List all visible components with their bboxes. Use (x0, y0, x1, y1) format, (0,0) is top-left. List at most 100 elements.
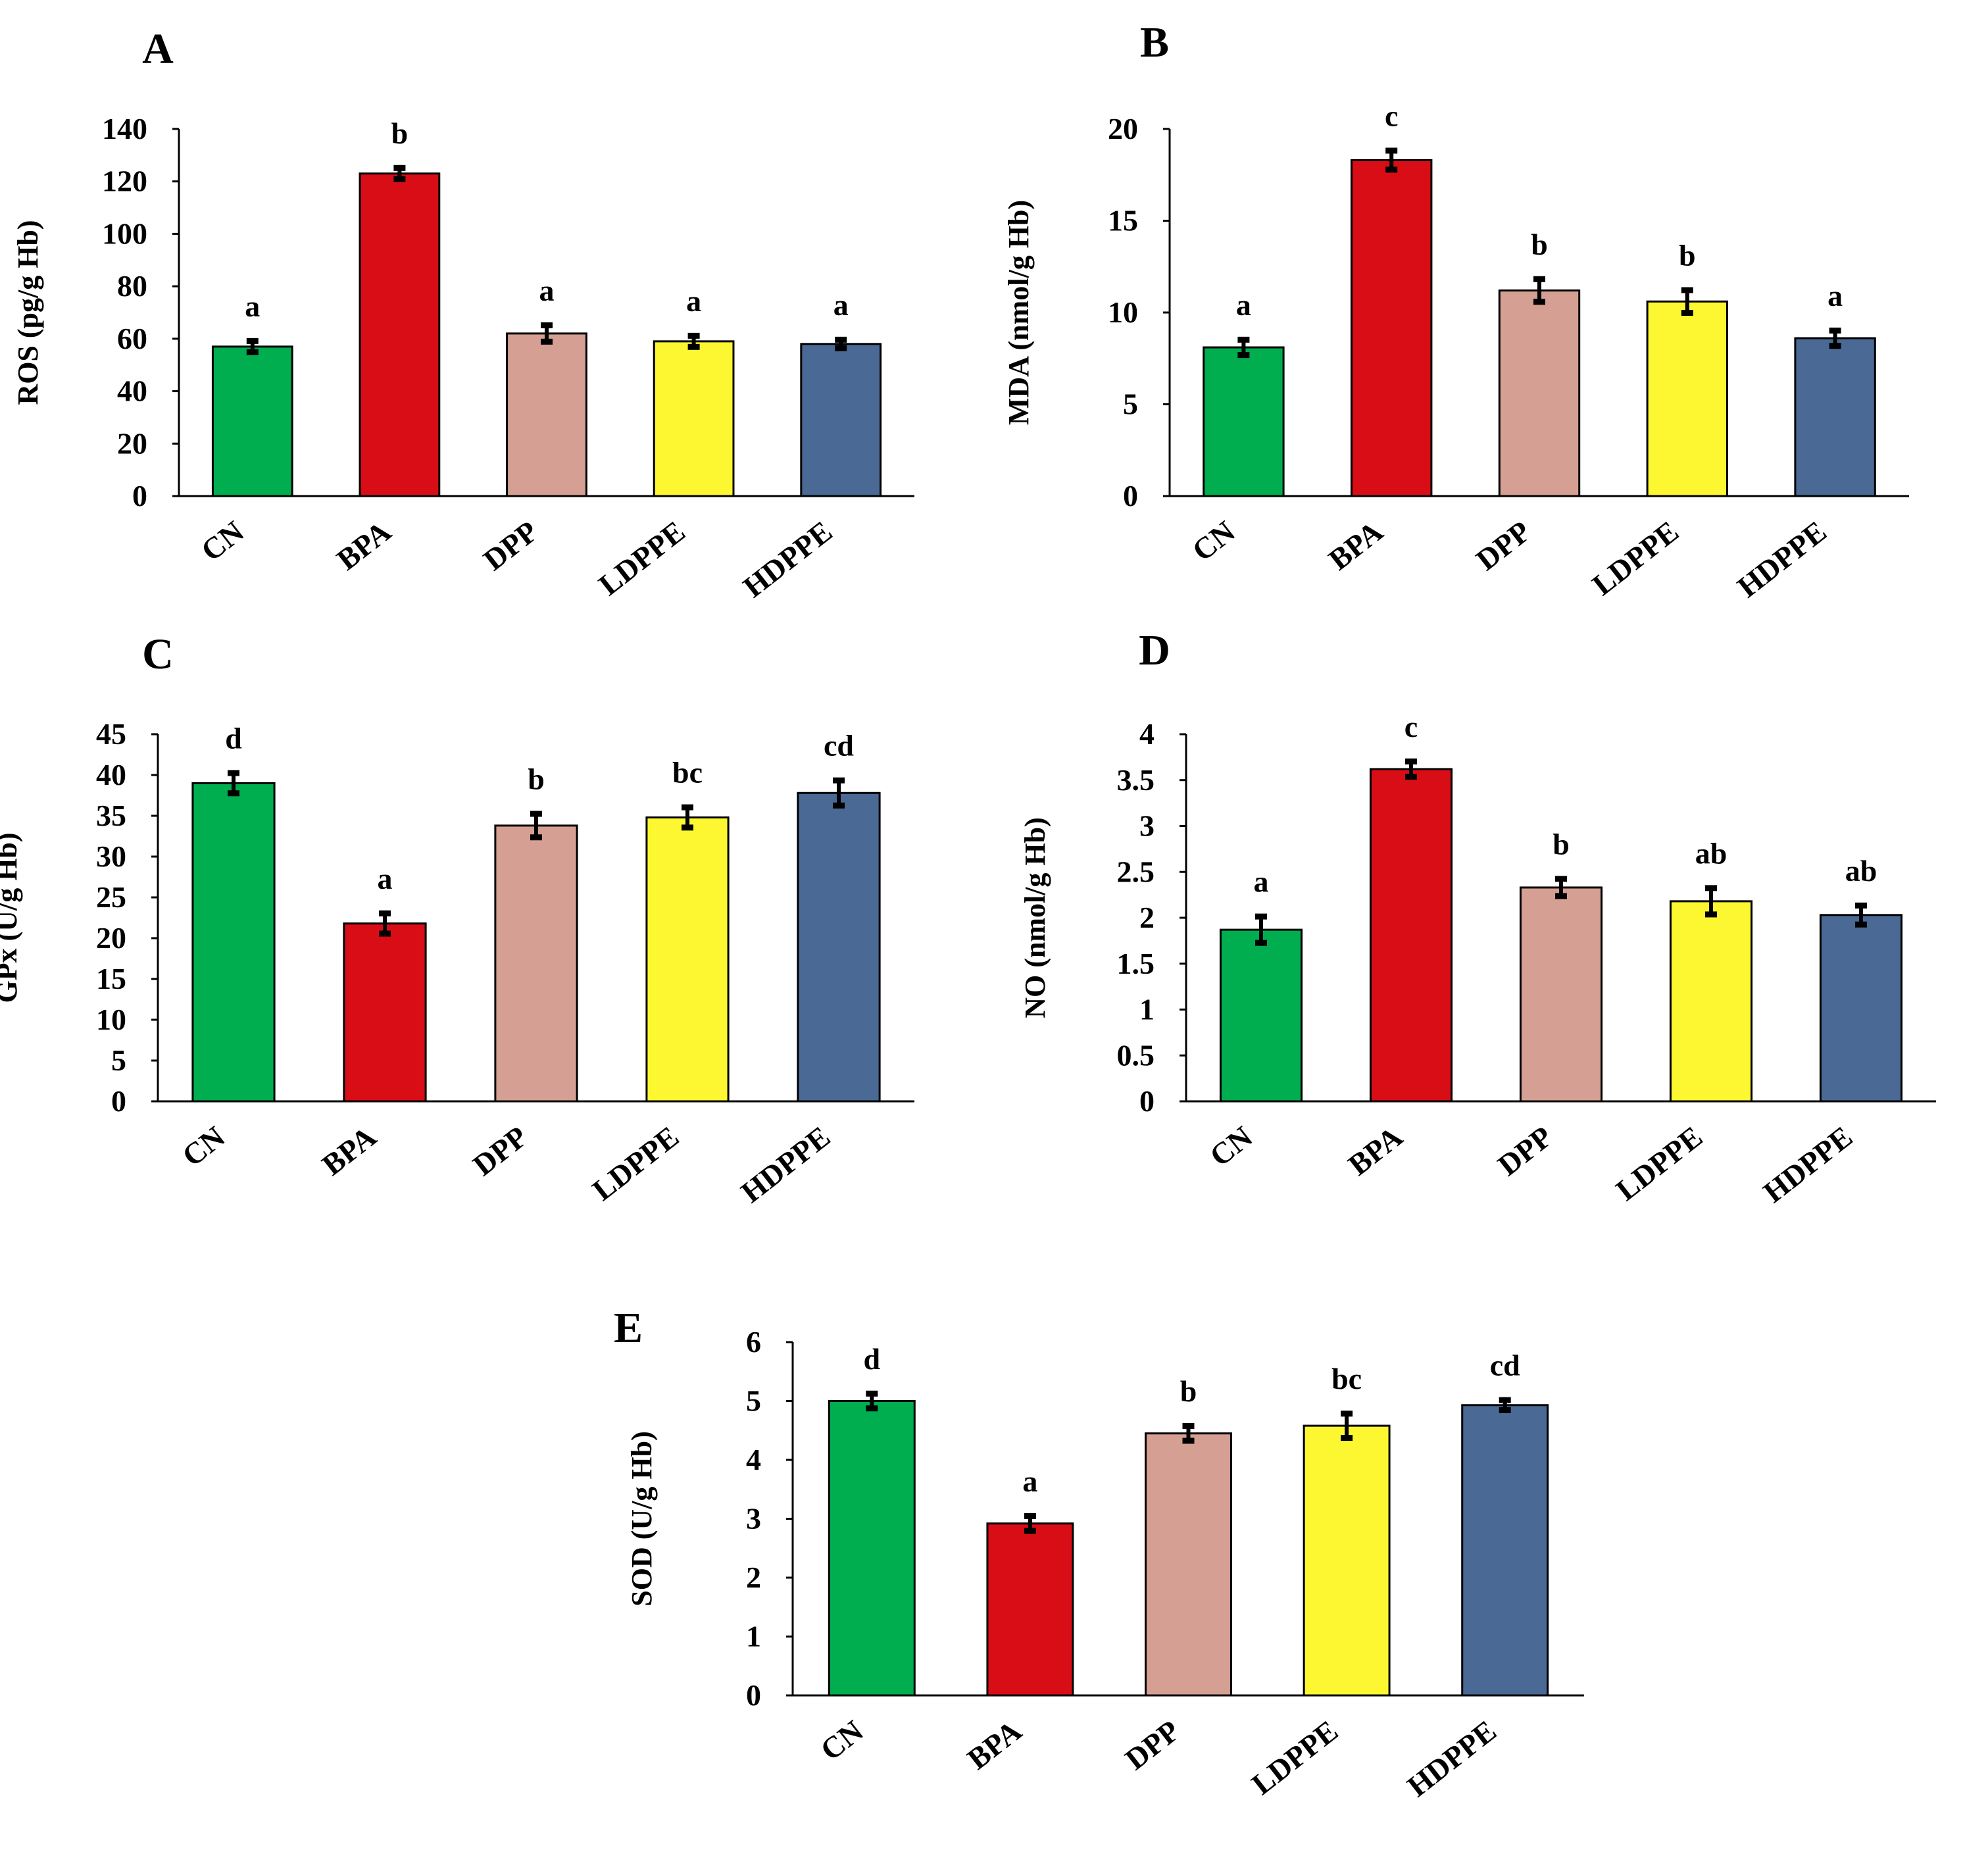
y-tick-label: 10 (1108, 295, 1138, 329)
bar-hdppe (797, 791, 881, 1103)
y-tick-label: 15 (1108, 204, 1138, 238)
y-tick-label: 45 (96, 717, 126, 751)
y-tick-label: 25 (96, 880, 126, 914)
significance-letter: b (1553, 827, 1570, 861)
y-axis-title: NO (nmol/g Hb) (1019, 817, 1051, 1018)
bar-bpa (986, 1522, 1074, 1697)
y-tick-label: 6 (746, 1325, 761, 1359)
error-cap-bottom (1237, 352, 1250, 359)
error-cap-bottom (228, 790, 239, 797)
x-category-label: LDPPE (1610, 1120, 1708, 1207)
significance-letter: a (1827, 279, 1843, 313)
y-tick-label: 3 (1139, 809, 1155, 843)
bar-dpp (1498, 289, 1581, 497)
y-tick-label: 15 (96, 962, 126, 995)
error-cap-top (1237, 336, 1250, 343)
y-tick-label: 4 (1139, 717, 1155, 751)
bar-ldppe (645, 816, 730, 1103)
x-category-label: BPA (316, 1120, 382, 1182)
x-category-label: CN (195, 514, 250, 568)
bar-cn (1219, 928, 1303, 1103)
significance-letter: a (833, 288, 849, 322)
y-tick-label: 0 (746, 1678, 761, 1712)
y-tick-label: 30 (96, 839, 126, 873)
x-category-label: HDPPE (1401, 1714, 1503, 1803)
significance-letter: c (1404, 710, 1418, 743)
bar-bpa (343, 922, 427, 1103)
significance-letter: a (1236, 288, 1251, 322)
y-tick-label: 0 (1139, 1084, 1155, 1118)
error-cap-top (1499, 1397, 1511, 1403)
significance-letter: a (539, 274, 555, 307)
significance-letter: c (1385, 99, 1398, 132)
significance-letter: a (378, 862, 393, 895)
y-tick-label: 1 (1139, 993, 1155, 1026)
y-tick-label: 5 (746, 1384, 761, 1418)
chart-panel-e: E 0 1 2 3 4 5 6 SOD (U/g Hb) d CN a BPA b DPP bc LDPPE cd… (614, 1304, 1584, 1803)
bar-ldppe (1669, 900, 1753, 1103)
significance-letter: ab (1695, 836, 1727, 870)
bar-bpa (1369, 768, 1453, 1103)
error-cap-top (1182, 1422, 1195, 1429)
y-tick-label: 20 (117, 426, 147, 460)
error-cap-bottom (1555, 893, 1567, 899)
y-tick-label: 140 (102, 112, 147, 145)
error-cap-top (379, 910, 391, 916)
significance-letter: b (1180, 1374, 1197, 1408)
error-cap-bottom (1024, 1528, 1036, 1534)
x-category-label: HDPPE (1731, 514, 1833, 604)
x-category-label: LDPPE (1586, 514, 1685, 602)
x-category-label: HDPPE (735, 1120, 836, 1209)
error-cap-bottom (1533, 299, 1545, 305)
x-category-label: LDPPE (1245, 1714, 1344, 1801)
significance-letter: cd (824, 729, 854, 763)
chart-panel-c: C 0 5 10 15 20 25 30 35 40 45 GPx (U/g Hb) d CN a BPA b D… (0, 630, 914, 1209)
x-category-label: BPA (1342, 1120, 1408, 1182)
error-cap-bottom (1499, 1407, 1511, 1413)
significance-letter: cd (1490, 1349, 1520, 1382)
y-axis-title: MDA (nmol/g Hb) (1003, 200, 1035, 425)
y-tick-label: 3 (746, 1502, 761, 1536)
error-cap-bottom (835, 345, 847, 351)
bar-hdppe (1819, 914, 1903, 1103)
error-cap-top (1341, 1411, 1353, 1417)
error-cap-top (866, 1390, 878, 1397)
panel-letter: B (1140, 18, 1169, 66)
y-tick-label: 80 (117, 269, 147, 303)
significance-letter: b (391, 116, 409, 150)
error-cap-top (835, 336, 847, 343)
error-cap-top (393, 164, 406, 171)
y-tick-label: 60 (117, 322, 147, 355)
error-cap-bottom (1385, 166, 1398, 173)
bar-cn (211, 345, 293, 497)
y-tick-label: 5 (1123, 388, 1138, 421)
error-cap-bottom (530, 834, 542, 841)
chart-panel-b: B 0 5 10 15 20 MDA (nmol/g Hb) a CN c BPA b DPP b LDPP… (1003, 18, 1909, 604)
bar-bpa (1351, 159, 1433, 497)
bar-bpa (359, 172, 441, 497)
x-category-label: DPP (1491, 1120, 1558, 1182)
error-cap-bottom (866, 1405, 878, 1412)
significance-letter: bc (672, 756, 703, 789)
error-cap-top (1829, 327, 1841, 334)
significance-letter: a (245, 289, 260, 323)
y-tick-label: 100 (102, 216, 147, 250)
y-tick-label: 5 (111, 1043, 126, 1077)
y-tick-label: 0.5 (1117, 1038, 1155, 1072)
y-tick-label: 120 (102, 164, 147, 198)
error-cap-top (1255, 913, 1267, 920)
error-cap-bottom (687, 343, 700, 350)
x-category-label: BPA (961, 1714, 1028, 1776)
y-tick-label: 0 (1123, 479, 1138, 513)
bar-dpp (1519, 886, 1603, 1103)
error-cap-bottom (1681, 310, 1693, 316)
panel-letter: E (614, 1304, 643, 1352)
error-cap-top (1024, 1513, 1036, 1519)
error-cap-top (1705, 885, 1717, 891)
significance-letter: d (225, 722, 242, 755)
error-cap-bottom (1855, 921, 1867, 928)
y-tick-label: 2 (1139, 901, 1155, 934)
significance-letter: bc (1331, 1362, 1362, 1395)
x-category-label: DPP (466, 1120, 534, 1182)
